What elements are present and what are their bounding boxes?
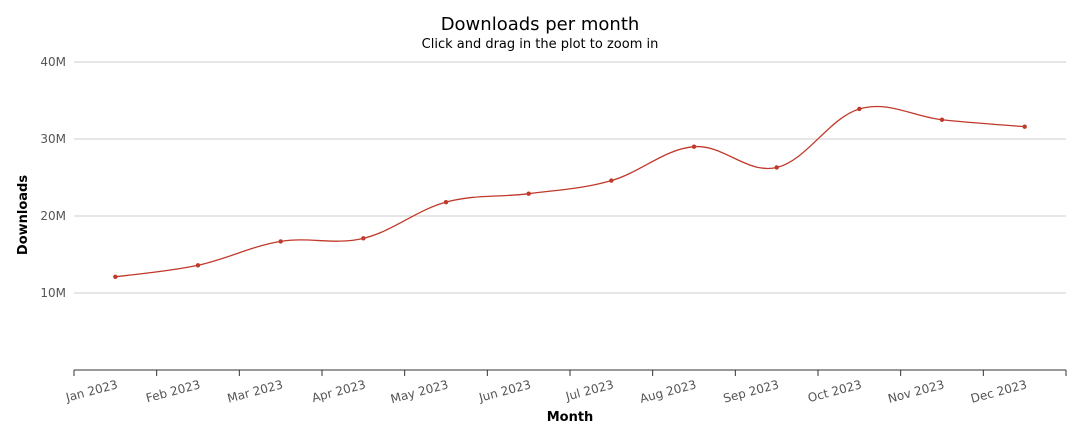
data-point[interactable] [278, 239, 283, 244]
x-tick-label: Dec 2023 [969, 377, 1028, 405]
data-point[interactable] [857, 106, 862, 112]
y-tick-label: 30M [40, 132, 66, 146]
x-tick-label: Feb 2023 [144, 377, 201, 405]
x-tick-label: Nov 2023 [886, 377, 945, 405]
data-point[interactable] [1022, 124, 1027, 129]
y-tick-label: 10M [40, 286, 66, 300]
chart-title: Downloads per month [441, 14, 640, 35]
x-tick-label: Apr 2023 [310, 377, 367, 405]
chart-subtitle: Click and drag in the plot to zoom in [422, 37, 659, 52]
x-tick-label: Aug 2023 [638, 377, 697, 405]
y-tick-labels: 10M 20M 30M 40M [40, 55, 66, 300]
x-tick-label: Sep 2023 [722, 377, 781, 405]
data-point[interactable] [691, 144, 697, 149]
x-tick-label: May 2023 [389, 377, 450, 406]
x-tick-label: Mar 2023 [226, 377, 285, 405]
series-line [115, 105, 1025, 278]
data-point[interactable] [361, 236, 366, 241]
data-point[interactable] [526, 191, 531, 196]
y-tick-label: 40M [40, 55, 66, 69]
x-tick-label: Jul 2023 [563, 377, 615, 403]
data-point[interactable] [443, 199, 449, 205]
x-tick-label: Oct 2023 [806, 377, 863, 405]
x-axis-title: Month [547, 410, 594, 425]
data-point[interactable] [113, 274, 118, 280]
data-points [113, 106, 1027, 280]
data-point[interactable] [609, 178, 614, 183]
x-tick-label: Jun 2023 [477, 377, 533, 405]
y-gridlines [74, 61, 1066, 294]
x-tick-labels: Jan 2023 Feb 2023 Mar 2023 Apr 2023 May 2023… [63, 377, 1028, 406]
y-axis-title: Downloads [16, 175, 31, 255]
data-point[interactable] [195, 263, 201, 268]
x-tick-label: Jan 2023 [63, 377, 119, 404]
data-point[interactable] [774, 165, 779, 170]
x-tick-marks [73, 370, 1067, 376]
y-tick-label: 20M [40, 209, 66, 223]
data-point[interactable] [939, 117, 945, 122]
